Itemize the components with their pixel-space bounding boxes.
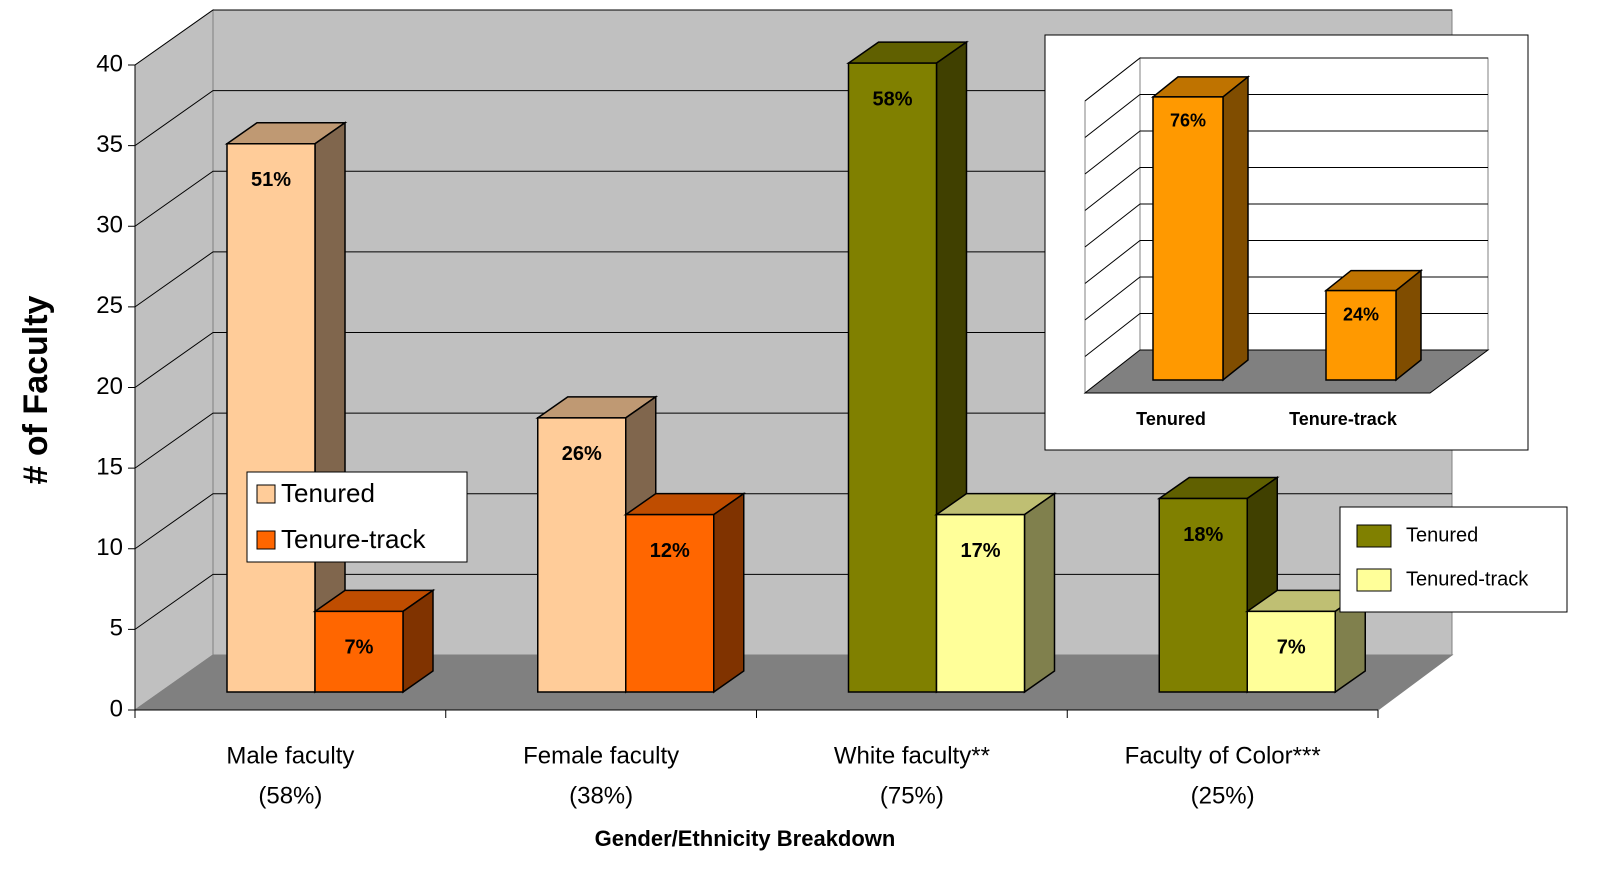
y-tick-label: 30 xyxy=(96,212,123,239)
grid-line xyxy=(134,332,1452,388)
bar-side xyxy=(1395,269,1422,382)
grid-line xyxy=(134,90,1452,147)
bar-side xyxy=(713,492,745,694)
legend: Tenured Tenured-track xyxy=(1339,506,1568,613)
legend-label: Tenure-track xyxy=(281,524,426,554)
value-label: 7% xyxy=(1277,637,1306,659)
bar xyxy=(625,513,715,693)
grid-line xyxy=(1084,167,1488,211)
bar xyxy=(1158,497,1248,693)
grid-line xyxy=(134,251,1452,308)
grid-line xyxy=(134,170,1452,227)
bar xyxy=(1152,96,1224,381)
x-tick-label: (58%) xyxy=(258,782,322,809)
value-label: 24% xyxy=(1343,304,1379,324)
bar xyxy=(1325,289,1397,381)
grid-line xyxy=(1084,130,1488,175)
floor xyxy=(1083,349,1490,394)
y-tick-label: 20 xyxy=(96,373,123,400)
inset-chart: 76% Tenured 24% Tenure-track xyxy=(1083,56,1490,429)
legend-swatch xyxy=(256,484,276,504)
y-tick-label: 15 xyxy=(96,453,123,480)
grid-line xyxy=(134,412,1452,469)
legend: Tenured Tenure-track xyxy=(246,471,468,563)
x-axis-label: Gender/Ethnicity Breakdown xyxy=(595,826,896,851)
value-label: 26% xyxy=(562,443,602,465)
bar xyxy=(935,513,1026,693)
bar xyxy=(1246,610,1336,693)
legend-swatch xyxy=(256,530,276,550)
grid-line xyxy=(1084,240,1488,284)
y-tick-label: 40 xyxy=(96,50,123,77)
y-axis-label: # of Faculty xyxy=(17,295,55,484)
value-label: 18% xyxy=(1183,524,1223,546)
value-label: 76% xyxy=(1170,111,1206,131)
legend-label: Tenured xyxy=(1406,524,1478,546)
x-tick-label: Female faculty xyxy=(523,742,679,769)
value-label: 12% xyxy=(650,540,690,562)
value-label: 7% xyxy=(345,637,374,659)
legend-swatch xyxy=(1356,568,1392,592)
grid-line xyxy=(1084,203,1488,248)
bar xyxy=(537,417,627,693)
value-label: 58% xyxy=(872,88,912,110)
y-tick-label: 10 xyxy=(96,534,123,561)
y-tick-label: 5 xyxy=(110,615,123,642)
y-tick-label: 0 xyxy=(110,695,123,722)
x-tick-label: Faculty of Color*** xyxy=(1125,742,1321,769)
bar xyxy=(226,143,316,693)
bar xyxy=(847,62,938,693)
x-tick-label: Male faculty xyxy=(226,742,354,769)
legend-label: Tenured-track xyxy=(1406,568,1529,590)
x-tick-label: (25%) xyxy=(1191,782,1255,809)
bar-side xyxy=(1023,492,1056,694)
x-tick-label: (38%) xyxy=(569,782,633,809)
legend-box xyxy=(1339,506,1568,613)
y-tick-label: 35 xyxy=(96,131,123,158)
legend-swatch xyxy=(1356,524,1392,548)
x-tick-label: White faculty** xyxy=(834,742,990,769)
x-tick-label: Tenure-track xyxy=(1289,409,1398,429)
bar-side xyxy=(1222,75,1249,382)
grid-line xyxy=(1084,57,1488,102)
value-label: 51% xyxy=(251,169,291,191)
x-tick-label: Tenured xyxy=(1136,409,1206,429)
legend-box xyxy=(246,471,468,563)
legend-label: Tenured xyxy=(281,478,375,508)
grid-line xyxy=(134,9,1452,66)
grid-line xyxy=(1084,94,1488,138)
x-tick-label: (75%) xyxy=(880,782,944,809)
bar xyxy=(314,610,404,693)
y-tick-label: 25 xyxy=(96,292,123,319)
value-label: 17% xyxy=(960,540,1000,562)
